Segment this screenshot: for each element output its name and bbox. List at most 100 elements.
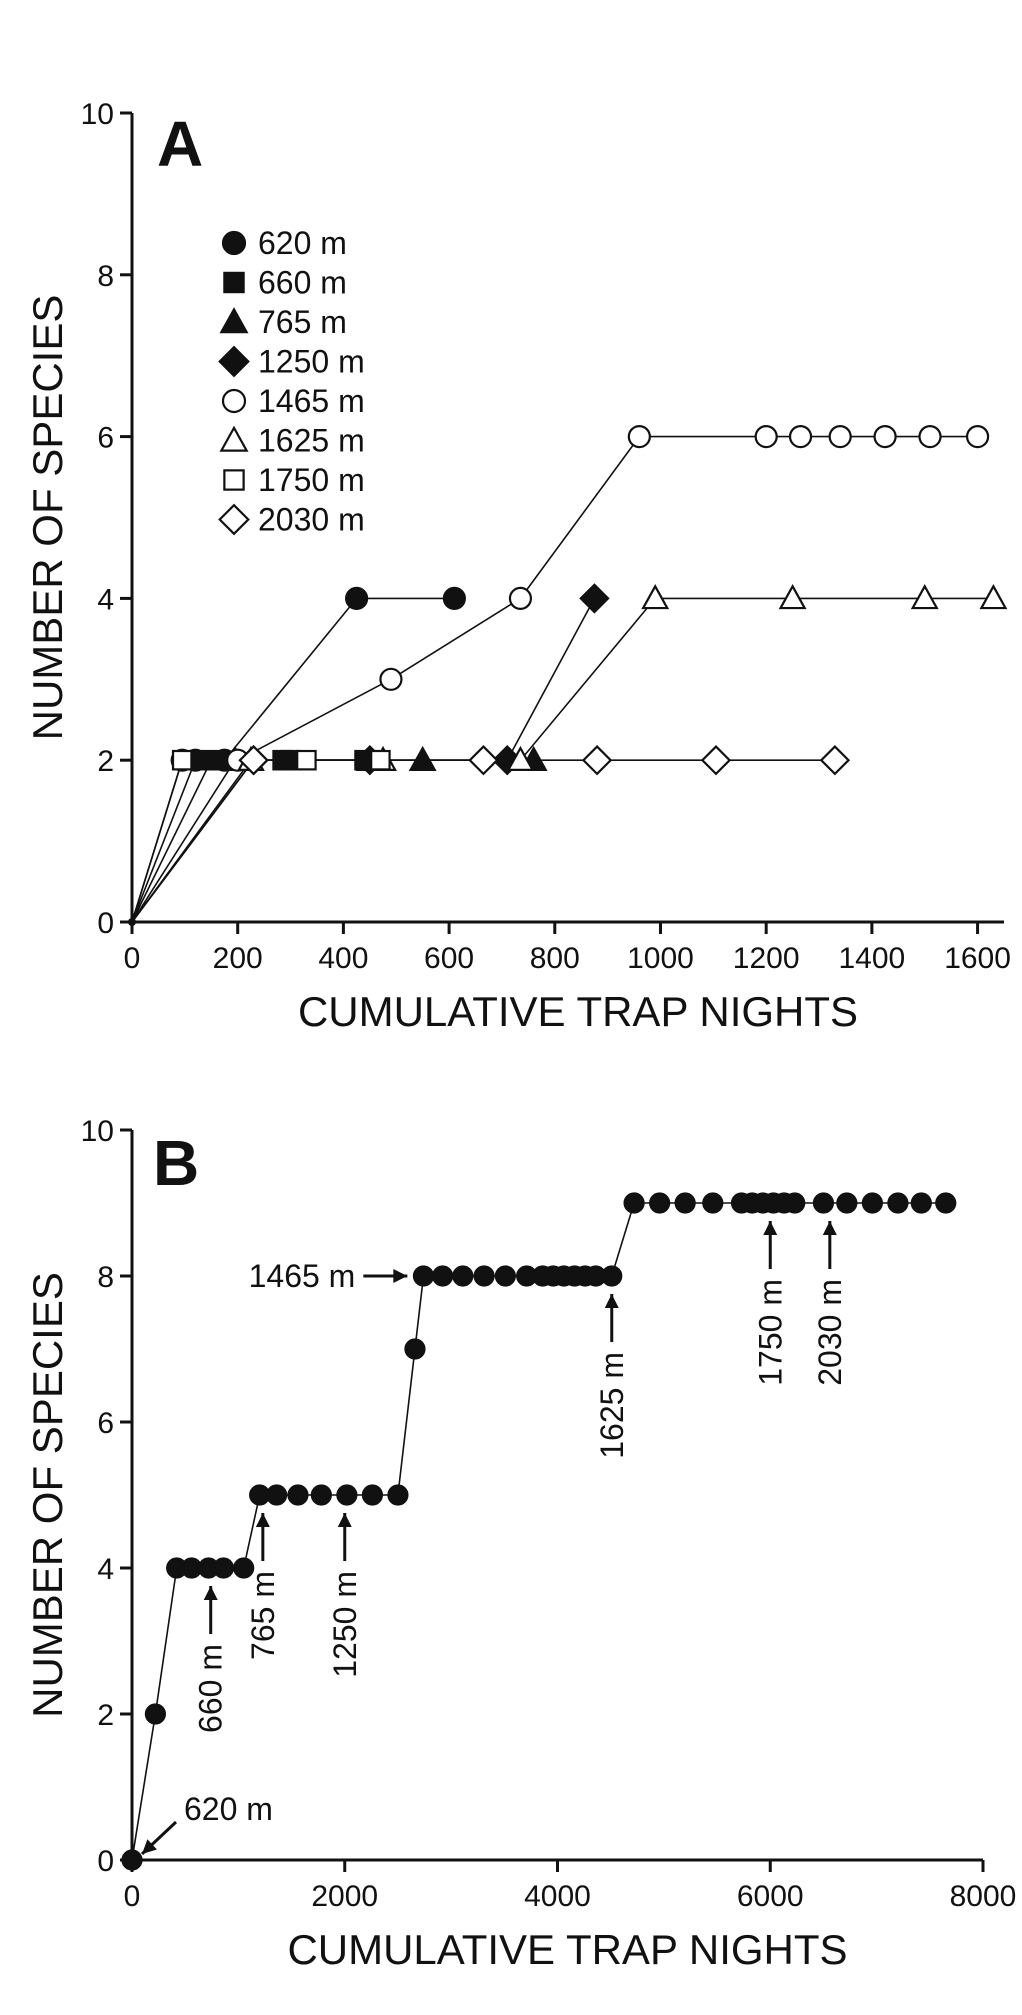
- data-point: [442, 586, 466, 611]
- series-line: [131, 759, 835, 923]
- legend-marker: [221, 230, 247, 256]
- legend-label: 1465 m: [258, 383, 365, 419]
- data-point: [623, 1192, 645, 1214]
- data-point: [452, 1265, 474, 1287]
- arrow-annotation: [203, 1586, 218, 1634]
- x-tick-label: 1600: [944, 942, 1011, 975]
- annotation-label: 765 m: [245, 1571, 281, 1660]
- arrow-annotation: [763, 1221, 778, 1269]
- y-axis-title: NUMBER OF SPECIES: [24, 295, 71, 741]
- x-tick-label: 6000: [737, 1880, 804, 1913]
- y-tick-label: 2: [97, 745, 114, 778]
- data-point: [473, 1265, 495, 1287]
- data-point: [649, 1192, 671, 1214]
- data-point: [918, 425, 942, 449]
- y-tick-label: 4: [97, 583, 114, 616]
- x-axis-title: CUMULATIVE TRAP NIGHTS: [287, 1926, 847, 1973]
- panel-label-b: B: [153, 1127, 199, 1199]
- annotation-label: 1250 m: [327, 1571, 363, 1678]
- origin-point: [128, 918, 136, 926]
- legend-marker: [223, 271, 245, 294]
- legend-marker: [219, 307, 249, 334]
- series-line: [131, 759, 365, 923]
- y-axis-title: NUMBER OF SPECIES: [24, 1272, 71, 1718]
- legend-marker: [221, 388, 247, 414]
- annotation-label: 1465 m: [249, 1258, 356, 1294]
- data-point: [506, 745, 535, 771]
- data-point: [778, 584, 807, 610]
- x-tick-label: 400: [318, 942, 368, 975]
- data-point: [345, 586, 369, 611]
- data-point: [754, 425, 778, 449]
- y-tick-label: 0: [97, 907, 114, 940]
- data-point: [408, 745, 437, 771]
- data-point: [861, 1192, 883, 1214]
- arrow-annotation: [822, 1221, 837, 1269]
- x-tick-label: 600: [424, 942, 474, 975]
- y-tick-label: 8: [97, 1261, 114, 1294]
- annotations: 620 m 660 m 765 m 1250 m 1465 m 1625 m 1750 m 2…: [140, 1221, 848, 1856]
- data-point: [412, 1265, 435, 1287]
- data-point: [494, 1265, 516, 1287]
- x-tick-label: 2000: [311, 1880, 378, 1913]
- data-point: [336, 1484, 358, 1506]
- legend-label: 1750 m: [258, 462, 365, 498]
- data-point: [641, 584, 670, 610]
- y-tick-label: 10: [81, 98, 114, 131]
- x-tick-label: 4000: [524, 1880, 591, 1913]
- legend-marker: [219, 425, 249, 452]
- data-point: [361, 1484, 384, 1506]
- y-tick-label: 4: [97, 1553, 114, 1586]
- y-tick-label: 2: [97, 1699, 114, 1732]
- x-axis-title: CUMULATIVE TRAP NIGHTS: [298, 988, 858, 1035]
- x-tick-label: 200: [213, 942, 263, 975]
- arrow-annotation: [255, 1513, 270, 1561]
- data-point: [965, 425, 990, 449]
- data-point: [836, 1192, 858, 1214]
- data-point: [788, 425, 813, 449]
- y-tick-label: 6: [97, 1407, 114, 1440]
- data-point: [784, 1192, 806, 1214]
- data-point: [910, 584, 939, 610]
- data-point: [979, 584, 1008, 610]
- annotation-label: 620 m: [184, 1791, 273, 1827]
- legend-marker: [218, 345, 250, 378]
- arrow-annotation: [337, 1513, 352, 1561]
- y-tick-label: 0: [97, 1845, 114, 1878]
- x-tick-label: 800: [530, 942, 580, 975]
- data-point: [812, 1192, 835, 1214]
- legend-label: 660 m: [258, 265, 347, 301]
- data-point: [828, 425, 852, 449]
- data-point: [121, 1849, 143, 1871]
- data-point: [212, 1557, 235, 1579]
- data-point: [404, 1338, 426, 1360]
- data-point: [468, 744, 499, 776]
- plot-area-a: [128, 425, 1008, 926]
- data-point: [144, 1703, 167, 1725]
- x-tick-label: 1200: [733, 942, 800, 975]
- data-point: [700, 744, 732, 776]
- annotation-label: 2030 m: [812, 1279, 848, 1386]
- data-point: [432, 1265, 454, 1287]
- arrow-1465: [363, 1269, 408, 1283]
- data-point: [200, 749, 222, 771]
- annotation-label: 1625 m: [594, 1352, 630, 1459]
- legend-label: 1625 m: [258, 423, 365, 459]
- y-tick-label: 6: [97, 422, 114, 455]
- data-point: [581, 744, 613, 776]
- data-point: [627, 425, 651, 449]
- annotation-label: 660 m: [193, 1644, 229, 1733]
- arrow-annotation: [604, 1294, 619, 1342]
- data-point: [233, 1557, 255, 1579]
- data-point: [370, 749, 391, 771]
- axes-b: 0 2 4 6 8 10 0 2000 4000 6000 8000 CUMULATIVE TRAP …: [24, 1115, 1016, 1973]
- x-tick-label: 1000: [627, 942, 694, 975]
- legend-label: 1250 m: [258, 344, 365, 380]
- legend-marker: [218, 503, 250, 536]
- data-point: [310, 1484, 332, 1506]
- plot-area-b: [121, 1192, 957, 1871]
- data-point: [702, 1192, 724, 1214]
